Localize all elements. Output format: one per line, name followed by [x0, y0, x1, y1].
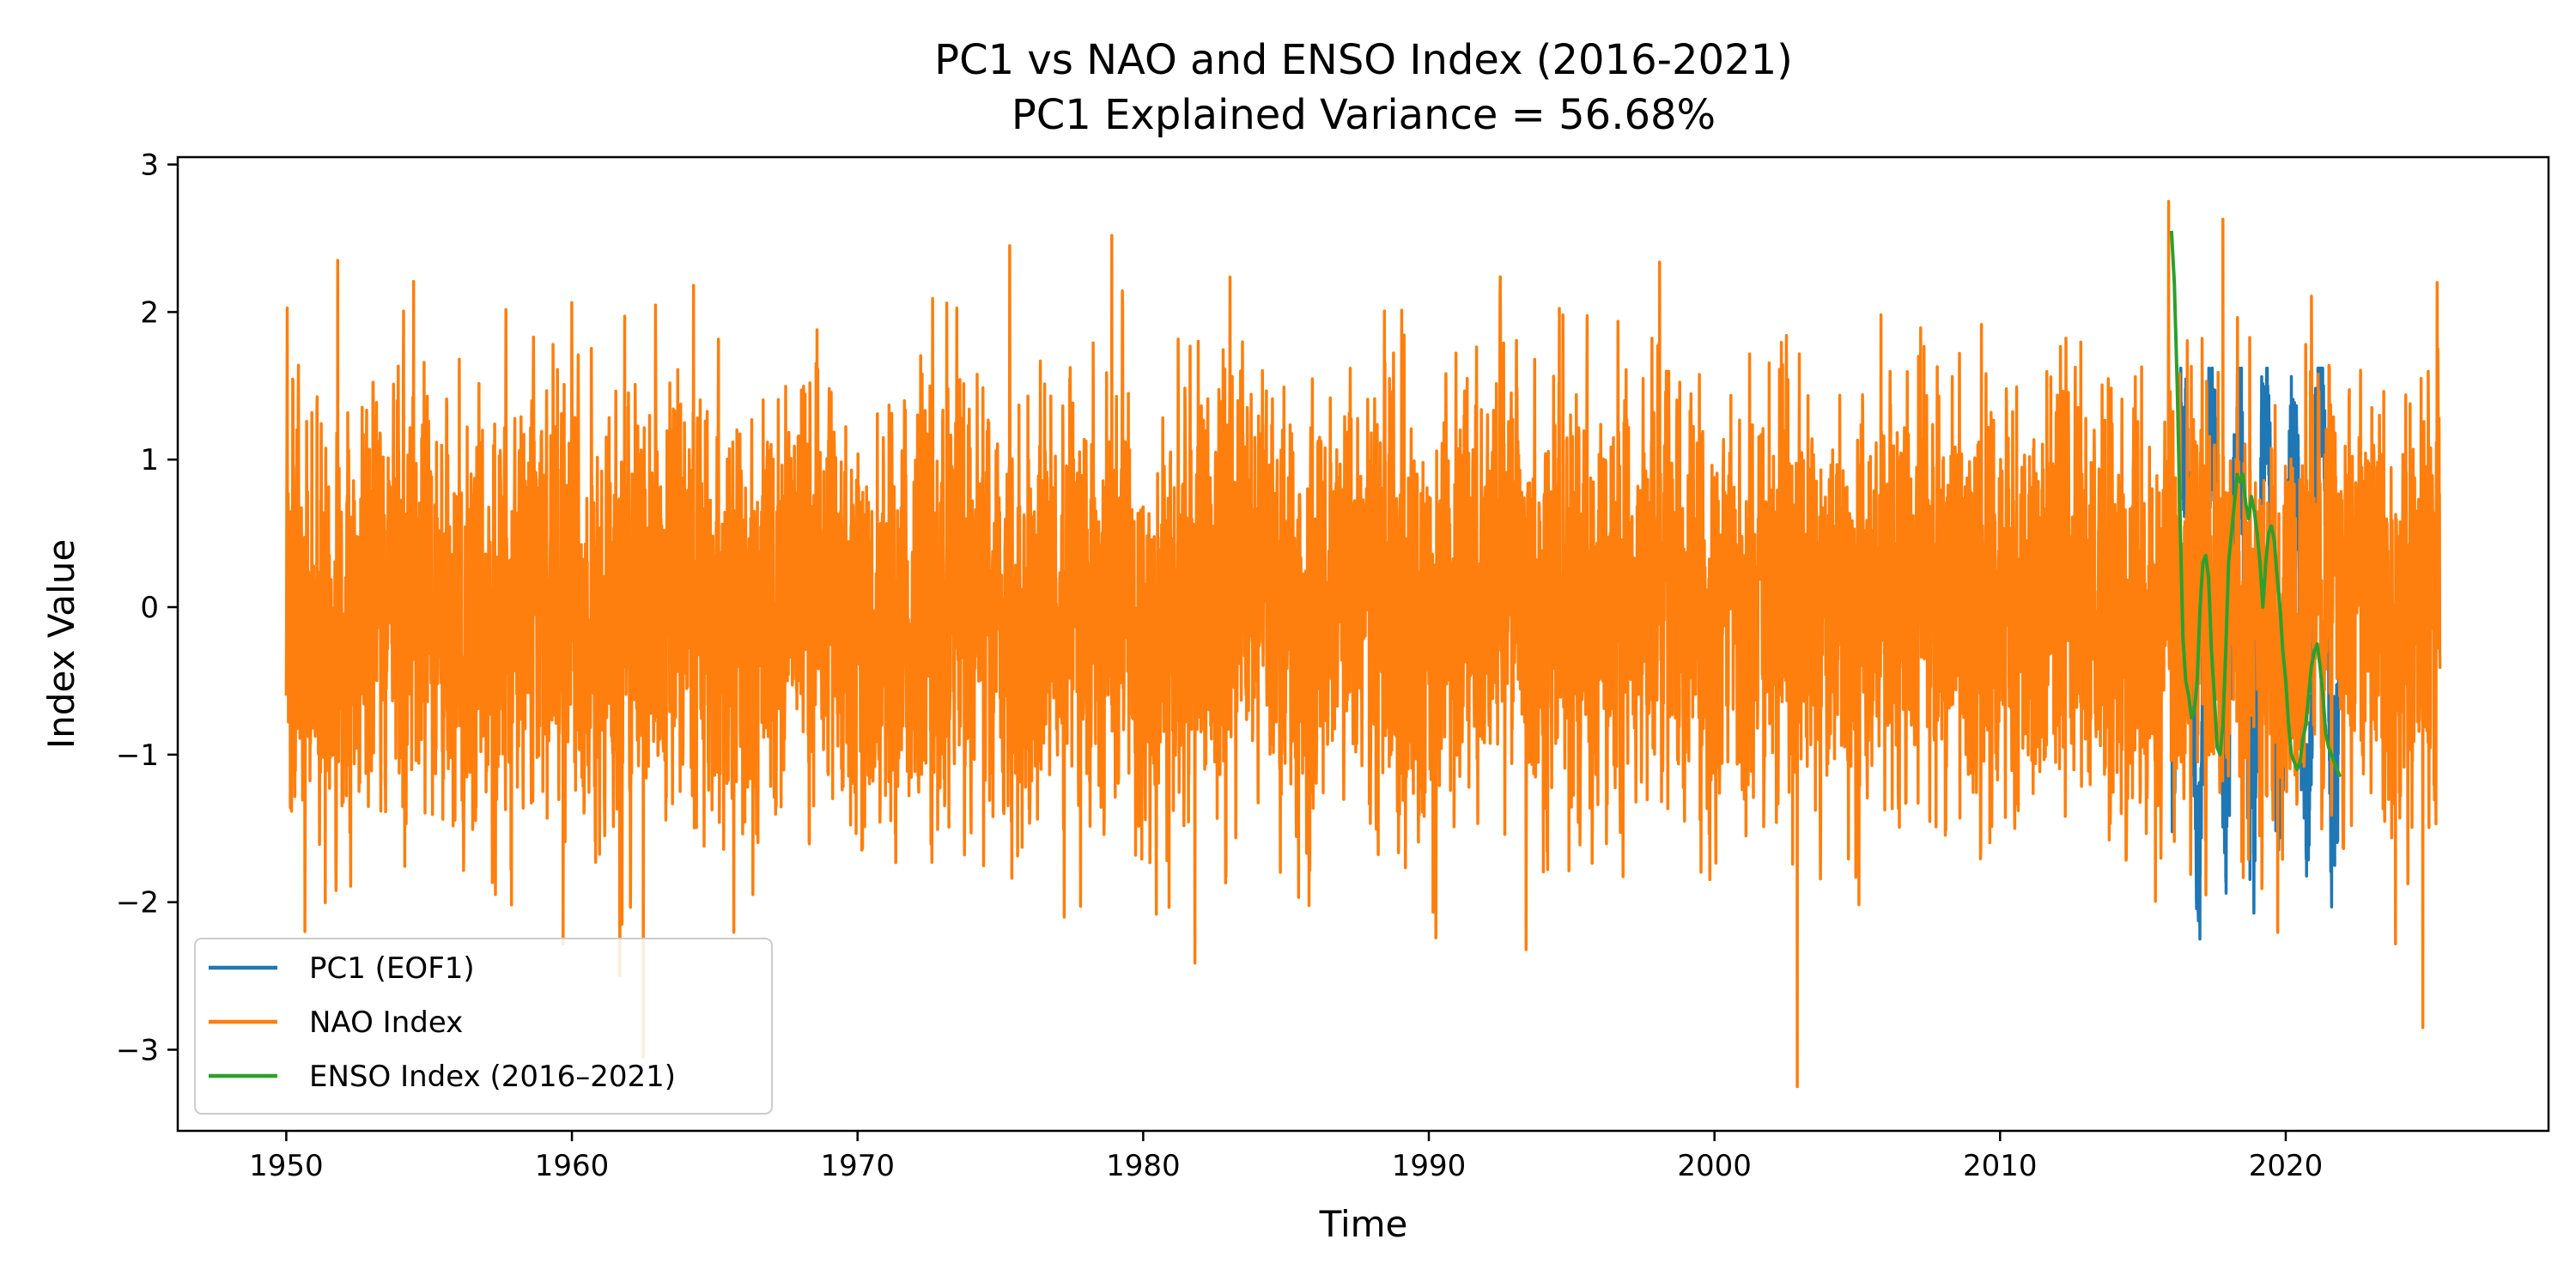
x-tick-label: 1960	[535, 1149, 610, 1183]
chart-subtitle: PC1 Explained Variance = 56.68%	[1012, 91, 1716, 139]
x-tick-label: 1950	[249, 1149, 324, 1183]
legend-label: PC1 (EOF1)	[309, 951, 475, 986]
y-tick-label: 0	[140, 591, 159, 625]
x-tick-label: 1990	[1392, 1149, 1467, 1183]
legend: PC1 (EOF1) NAO Index ENSO Index (2016–2021…	[194, 938, 773, 1115]
x-tick-label: 1970	[820, 1149, 895, 1183]
legend-frame	[194, 938, 773, 1115]
y-tick-label: 1	[140, 443, 159, 477]
x-tick-label: 2010	[1963, 1149, 2038, 1183]
y-axis: 3 2 1 0 −1 −2 −3	[116, 149, 178, 1068]
y-axis-label: Index Value	[40, 539, 82, 749]
y-tick-label: −1	[116, 738, 159, 773]
chart-title: PC1 vs NAO and ENSO Index (2016-2021)	[934, 36, 1793, 84]
legend-label: ENSO Index (2016–2021)	[309, 1060, 676, 1094]
legend-label: NAO Index	[309, 1005, 463, 1040]
x-axis-label: Time	[1319, 1203, 1408, 1245]
series-pc1-line	[2170, 366, 2342, 941]
series-enso-line	[2169, 230, 2342, 778]
x-tick-label: 1980	[1106, 1149, 1181, 1183]
plot-area	[284, 199, 2442, 1089]
x-axis: 1950 1960 1970 1980 1990 2000 2010 2020	[249, 1131, 2323, 1183]
y-tick-label: 2	[140, 295, 159, 330]
x-tick-label: 2020	[2249, 1149, 2324, 1183]
series-nao-line	[284, 199, 2442, 1089]
y-tick-label: −2	[116, 886, 159, 920]
y-tick-label: −3	[116, 1034, 159, 1068]
x-tick-label: 2000	[1677, 1149, 1752, 1183]
y-tick-label: 3	[140, 149, 159, 183]
plot-frame	[176, 155, 2550, 1133]
